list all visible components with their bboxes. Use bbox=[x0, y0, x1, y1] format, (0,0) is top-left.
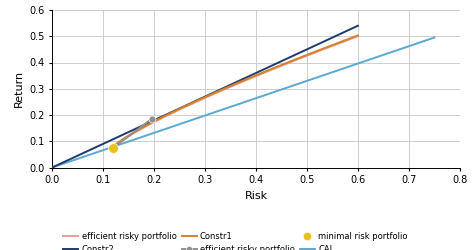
Y-axis label: Return: Return bbox=[14, 70, 24, 107]
Legend: efficient risky portfolio, Constr2, Constr1, efficient risky portfolio, minimal : efficient risky portfolio, Constr2, Cons… bbox=[64, 232, 408, 250]
X-axis label: Risk: Risk bbox=[245, 191, 267, 201]
